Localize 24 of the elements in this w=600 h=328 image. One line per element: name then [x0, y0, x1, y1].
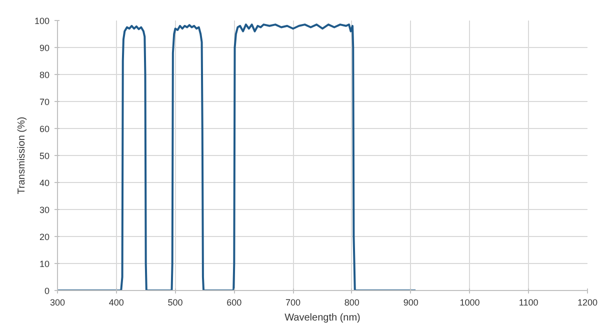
y-tick-label: 50 — [39, 151, 50, 161]
x-tick-label: 700 — [286, 298, 301, 308]
x-tick-label: 900 — [403, 298, 418, 308]
x-tick-label: 1100 — [518, 298, 538, 308]
y-tick-label: 80 — [39, 70, 50, 80]
x-tick-label: 1000 — [460, 298, 480, 308]
y-tick-label: 60 — [39, 124, 50, 134]
x-tick-label: 300 — [50, 298, 66, 308]
y-axis-title: Transmission (%) — [16, 116, 28, 194]
y-tick-label: 100 — [34, 16, 50, 26]
y-tick-label: 90 — [39, 43, 50, 53]
line-series — [58, 24, 417, 290]
y-tick-label: 20 — [39, 232, 50, 242]
x-tick-label: 800 — [344, 298, 360, 308]
y-tick-label: 70 — [39, 97, 50, 107]
x-tick-label: 1200 — [577, 298, 598, 308]
y-tick-label: 30 — [39, 205, 50, 215]
x-axis-title: Wavelength (nm) — [284, 312, 360, 324]
y-tick-label: 40 — [39, 178, 50, 188]
y-tick-label: 10 — [39, 259, 50, 269]
x-tick-label: 400 — [108, 298, 124, 308]
x-tick-label: 600 — [226, 298, 242, 308]
y-tick-label: 0 — [44, 286, 50, 296]
x-tick-label: 500 — [168, 298, 183, 308]
